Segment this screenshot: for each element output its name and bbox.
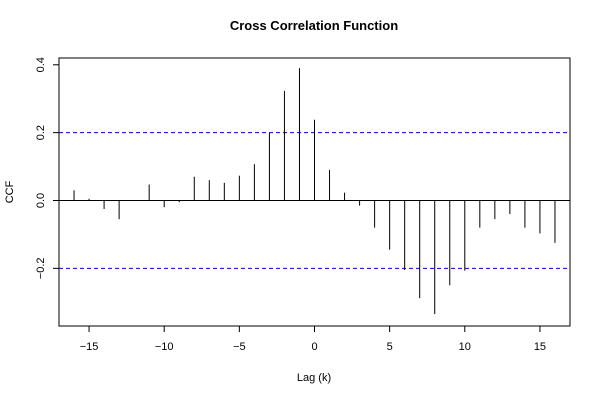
- x-tick-label: 0: [311, 341, 317, 353]
- x-tick-label: 15: [534, 341, 546, 353]
- y-tick-label: 0.4: [35, 57, 47, 72]
- x-tick-label: 5: [387, 341, 393, 353]
- x-tick-label: −10: [155, 341, 174, 353]
- y-axis: −0.2 0.0 0.2 0.4: [35, 57, 60, 279]
- x-axis: −15 −10 −5 0 5 10 15: [80, 325, 546, 353]
- chart-title: Cross Correlation Function: [230, 18, 398, 33]
- y-axis-label: CCF: [4, 180, 16, 203]
- ccf-bars: [73, 68, 556, 315]
- y-tick-label: 0.0: [35, 193, 47, 208]
- y-tick-label: 0.2: [35, 125, 47, 140]
- x-axis-label: Lag (k): [297, 372, 331, 384]
- x-tick-label: 10: [459, 341, 471, 353]
- y-tick-label: −0.2: [35, 257, 47, 279]
- x-tick-label: −5: [233, 341, 246, 353]
- x-tick-label: −15: [80, 341, 99, 353]
